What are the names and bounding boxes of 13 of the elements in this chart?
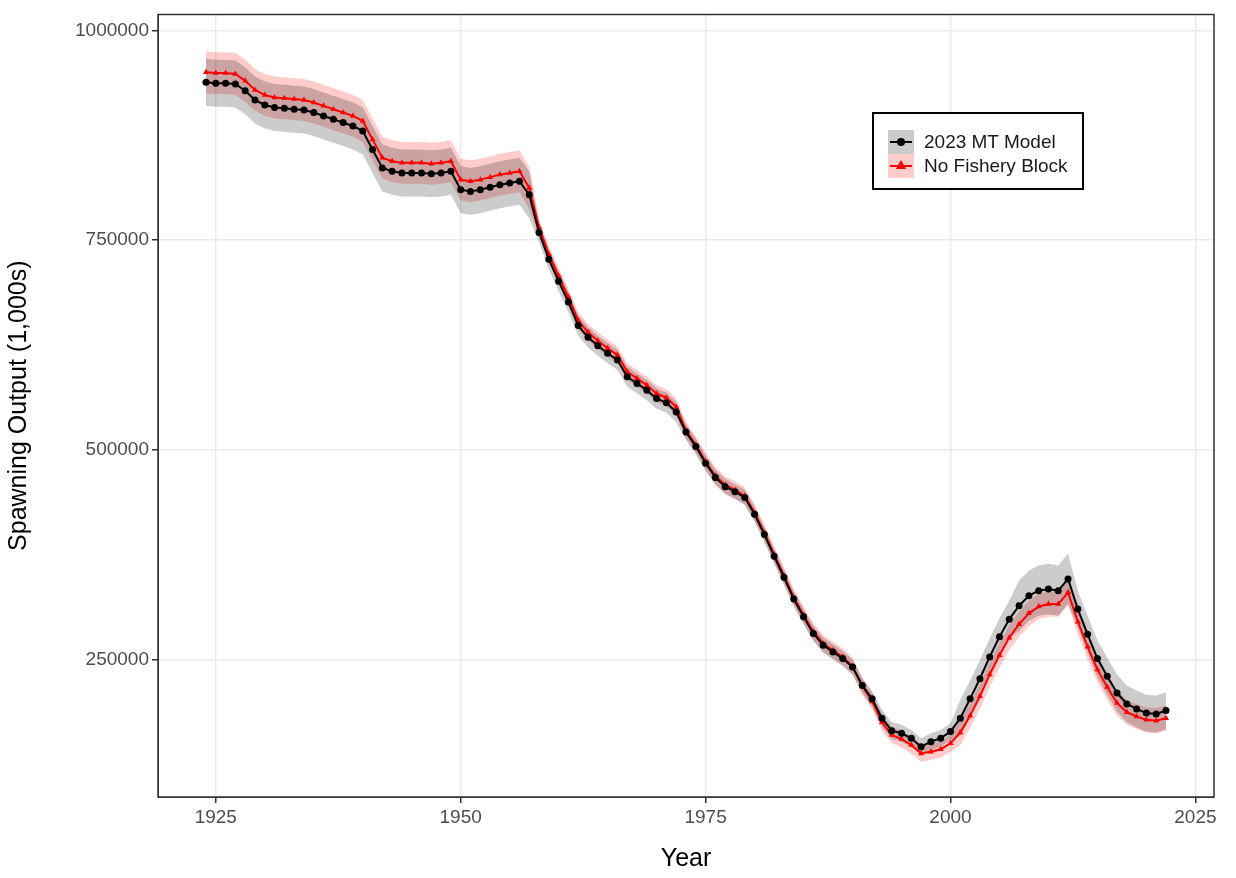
legend-label: No Fishery Block xyxy=(924,155,1068,177)
x-tick-label: 1975 xyxy=(684,805,727,827)
y-tick-label: 1000000 xyxy=(75,18,149,40)
x-tick-label: 2025 xyxy=(1174,805,1217,827)
y-axis-title: Spawning Output (1,000s) xyxy=(2,260,31,551)
x-tick-label: 2000 xyxy=(929,805,972,827)
y-tick-label: 250000 xyxy=(85,647,149,669)
x-tick-label: 1950 xyxy=(439,805,482,827)
y-tick-label: 500000 xyxy=(85,437,149,459)
legend-label: 2023 MT Model xyxy=(924,131,1056,153)
x-tick-label: 1925 xyxy=(194,805,237,827)
y-tick-label: 750000 xyxy=(85,228,149,250)
x-axis-title: Year xyxy=(660,842,712,871)
